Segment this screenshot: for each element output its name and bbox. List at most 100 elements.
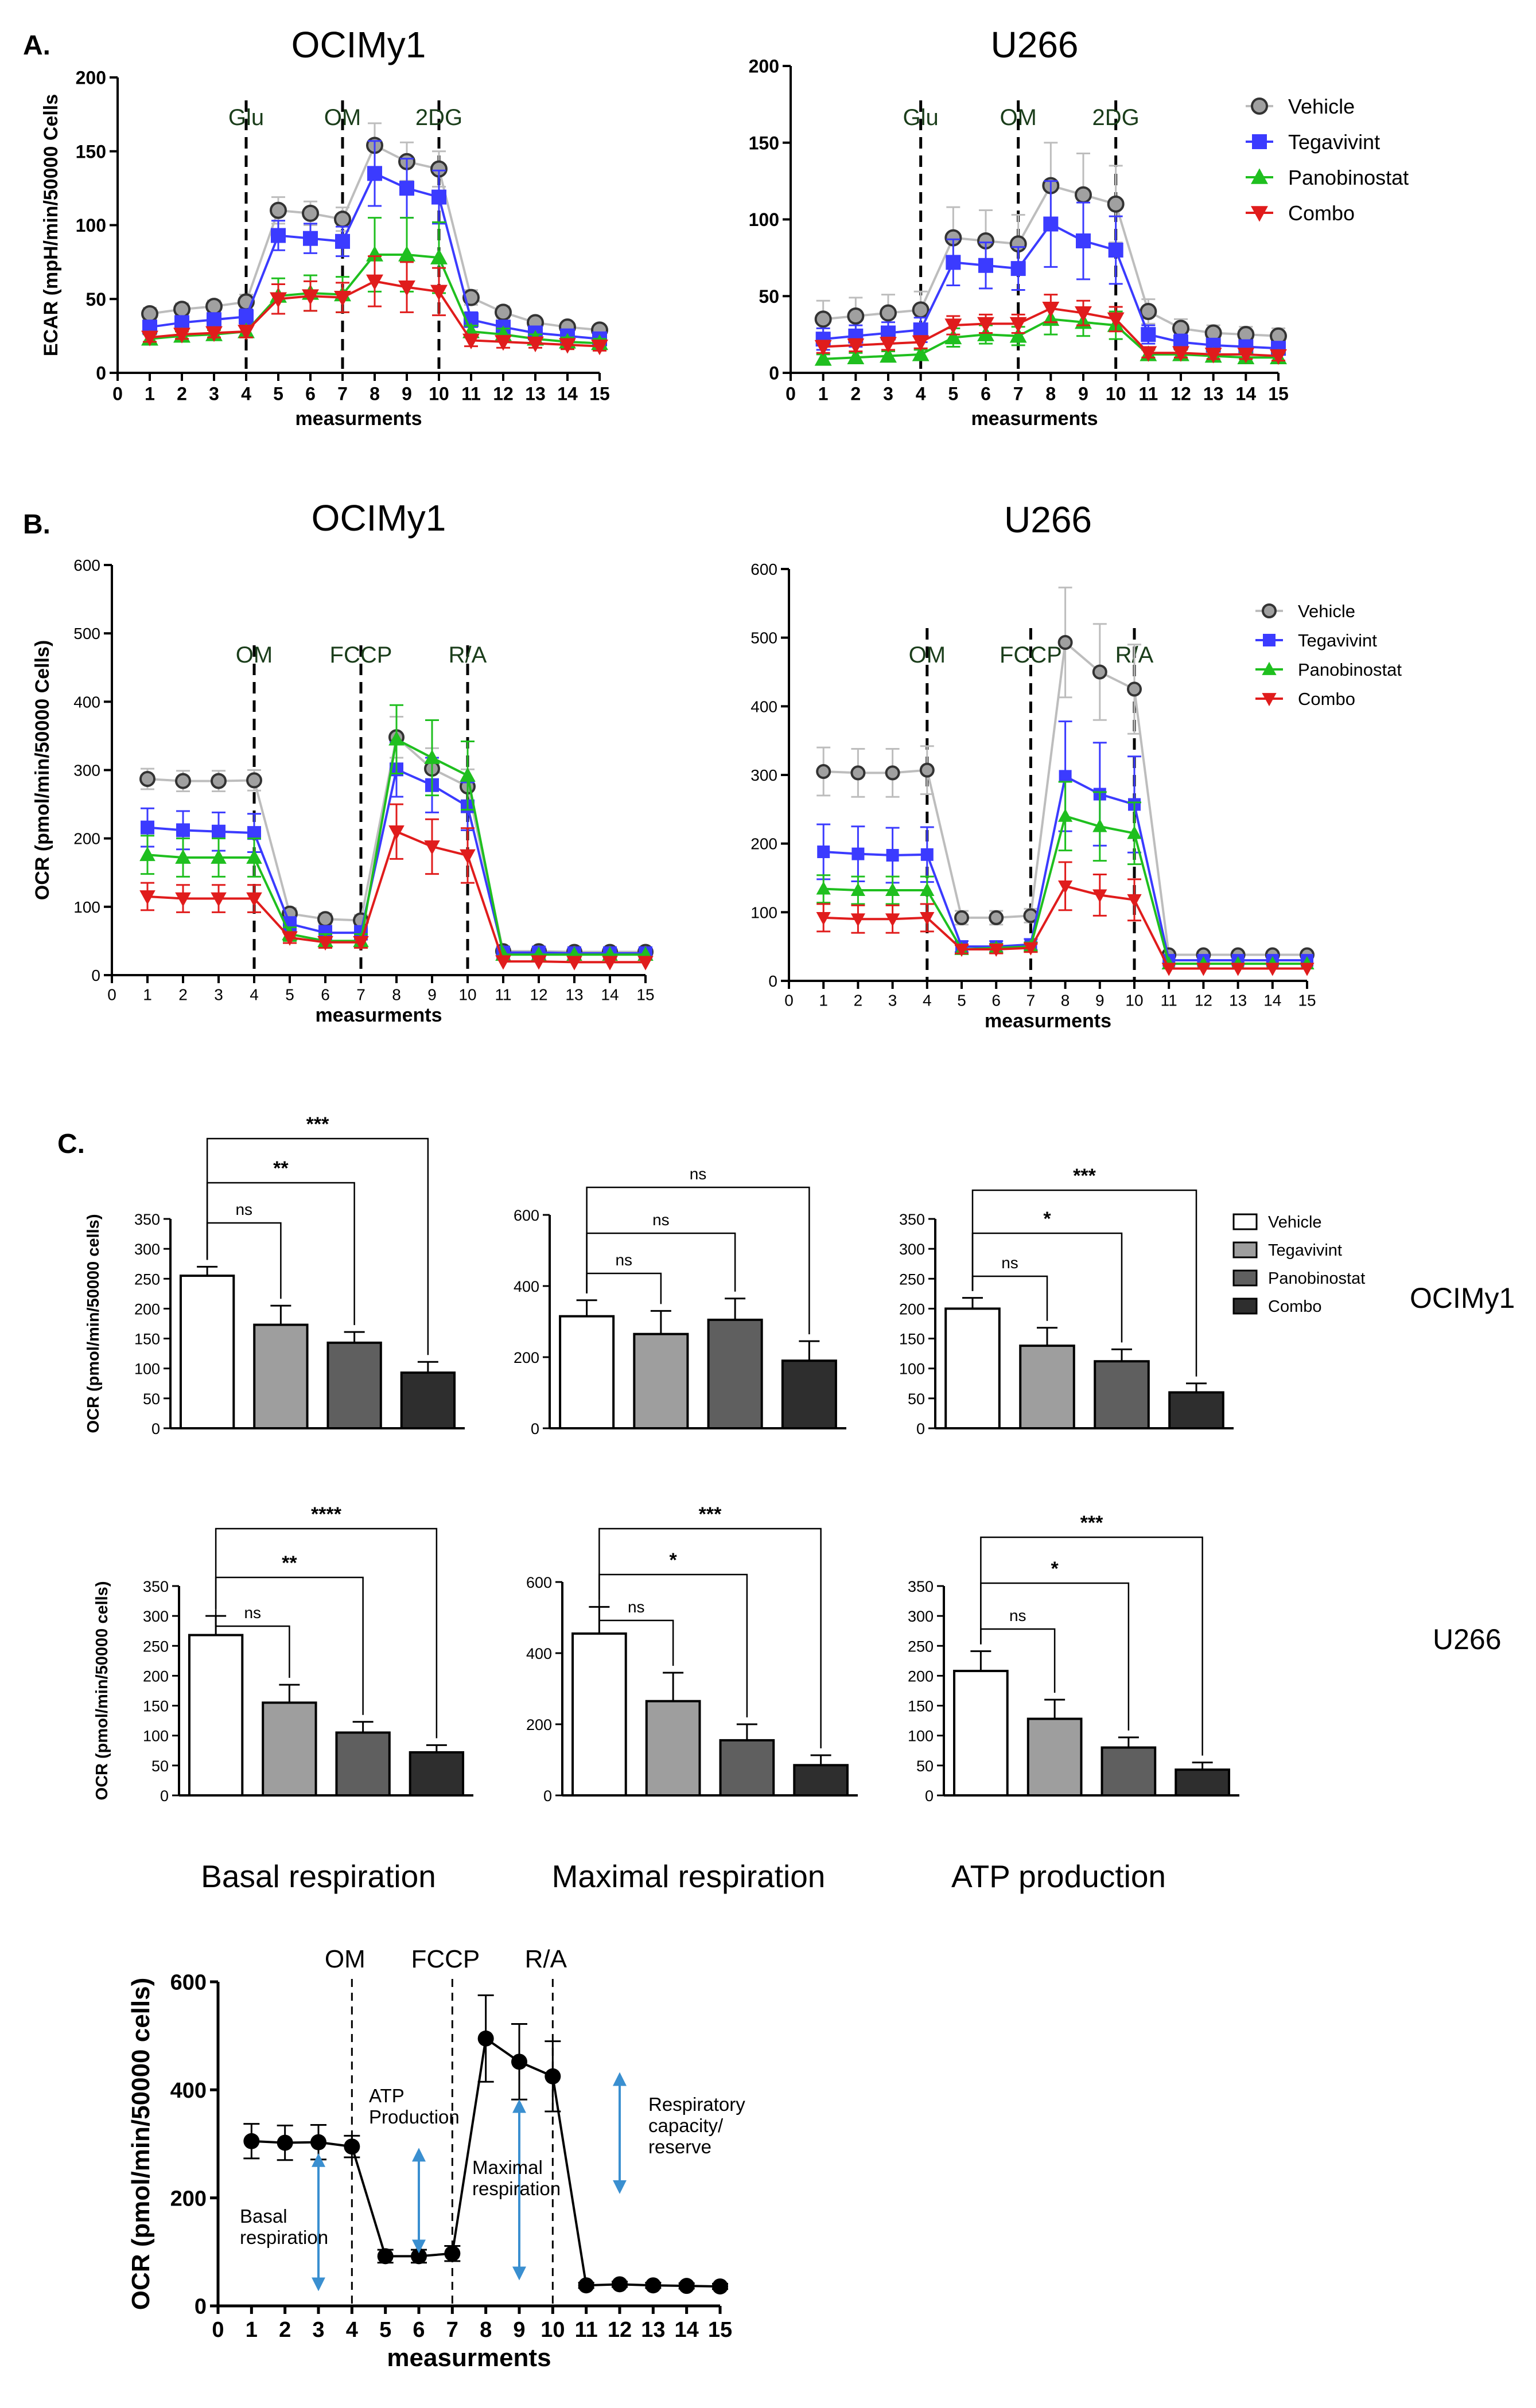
data-point xyxy=(173,301,190,318)
injection-label: FCCP xyxy=(411,1945,480,1973)
x-tick-label: 7 xyxy=(1013,384,1024,404)
legend-marker xyxy=(1262,693,1277,707)
significance-label: ns xyxy=(235,1201,252,1218)
series-combo xyxy=(139,803,654,971)
x-tick-label: 8 xyxy=(480,2318,492,2342)
data-point xyxy=(317,936,333,951)
significance-label: ns xyxy=(615,1251,632,1269)
x-tick-label: 1 xyxy=(819,991,828,1009)
annotation-line: ATP xyxy=(369,2085,405,2106)
x-tick-label: 5 xyxy=(957,991,966,1009)
y-tick-label: 150 xyxy=(76,141,106,162)
y-tick-label: 0 xyxy=(768,972,777,990)
data-point xyxy=(399,181,414,196)
x-tick-label: 8 xyxy=(1045,384,1056,404)
legend-swatch xyxy=(1232,1269,1258,1287)
legend-label: Combo xyxy=(1268,1297,1322,1316)
data-point xyxy=(885,913,900,927)
bar-tegavivint xyxy=(1026,1717,1083,1797)
data-point xyxy=(207,312,221,328)
x-tick-label: 15 xyxy=(1268,384,1289,404)
x-tick-label: 3 xyxy=(883,384,893,404)
data-point xyxy=(912,335,930,352)
x-tick-label: 4 xyxy=(916,384,926,404)
y-tick-label: 150 xyxy=(908,1698,934,1715)
column-label-maximal: Maximal respiration xyxy=(552,1858,826,1894)
legend-label: Tegavivint xyxy=(1288,130,1380,154)
y-tick-label: 50 xyxy=(151,1758,169,1775)
data-point xyxy=(1057,808,1073,822)
annotation-line: reserve xyxy=(648,2136,711,2157)
data-point xyxy=(367,166,382,181)
data-point xyxy=(912,301,930,319)
y-tick-label: 400 xyxy=(750,698,777,715)
x-tick-label: 6 xyxy=(991,991,1001,1009)
y-tick-label: 50 xyxy=(908,1390,925,1408)
significance-label: ** xyxy=(273,1158,289,1179)
bar-vehicle xyxy=(953,1670,1009,1797)
y-tick-label: 0 xyxy=(151,1420,160,1437)
y-tick-label: 250 xyxy=(908,1638,934,1655)
data-point xyxy=(175,892,191,907)
x-tick-label: 0 xyxy=(212,2318,224,2342)
data-point xyxy=(141,305,158,322)
legend-swatch xyxy=(1232,1241,1258,1258)
bar-vehicle xyxy=(188,1634,244,1797)
y-tick-label: 350 xyxy=(134,1211,160,1228)
y-tick-label: 0 xyxy=(769,363,779,384)
x-tick-label: 0 xyxy=(786,384,796,404)
y-tick-label: 100 xyxy=(899,1361,925,1378)
y-tick-label: 200 xyxy=(134,1300,160,1318)
x-tick-label: 7 xyxy=(446,2318,458,2342)
y-tick-label: 200 xyxy=(899,1300,925,1318)
data-point xyxy=(1092,819,1107,832)
x-tick-label: 13 xyxy=(1229,991,1247,1009)
x-tick-label: 12 xyxy=(1171,384,1191,404)
data-point xyxy=(495,303,512,321)
data-point xyxy=(211,773,227,789)
y-tick-label: 300 xyxy=(908,1608,934,1625)
data-point xyxy=(578,2277,594,2294)
annotation-line: capacity/ xyxy=(648,2115,724,2136)
data-point xyxy=(175,849,191,864)
data-point xyxy=(1107,312,1125,328)
panel-label-a: A. xyxy=(23,30,50,61)
data-point xyxy=(1043,216,1059,232)
y-tick-label: 50 xyxy=(916,1758,934,1775)
data-point xyxy=(913,322,928,338)
data-point xyxy=(1141,327,1156,342)
significance-label: **** xyxy=(311,1503,342,1525)
y-tick-label: 300 xyxy=(750,766,777,784)
data-point xyxy=(920,882,935,896)
legend-label: Vehicle xyxy=(1268,1213,1322,1232)
y-tick-label: 150 xyxy=(143,1698,169,1715)
significance-label: * xyxy=(670,1549,678,1571)
x-tick-label: 14 xyxy=(557,384,578,404)
bar-panobinostat xyxy=(335,1731,391,1797)
bar-combo xyxy=(793,1764,849,1797)
legend-label: Panobinostat xyxy=(1298,660,1402,680)
data-point xyxy=(303,231,318,246)
legend-label: Tegavivint xyxy=(1298,630,1377,650)
chart-c2: 0 200 400 600 ns ns ns xyxy=(514,1165,846,1437)
y-tick-label: 150 xyxy=(134,1331,160,1348)
y-tick-label: 600 xyxy=(170,1971,207,1995)
data-point xyxy=(678,2278,695,2294)
data-point xyxy=(282,931,298,946)
x-tick-label: 12 xyxy=(1195,991,1212,1009)
x-tick-label: 9 xyxy=(402,384,412,404)
series-vehicle xyxy=(816,586,1315,963)
x-tick-label: 15 xyxy=(1298,991,1316,1009)
y-tick-label: 100 xyxy=(134,1361,160,1378)
data-point xyxy=(712,2278,728,2295)
y-axis-label: OCR (pmol/min/50000 Cells) xyxy=(32,640,53,900)
data-point xyxy=(912,345,930,361)
y-axis-label: ECAR (mpH/min/50000 Cells xyxy=(40,94,62,356)
legend-marker xyxy=(1263,634,1276,646)
y-tick-label: 0 xyxy=(531,1420,539,1437)
column-label-basal: Basal respiration xyxy=(201,1858,436,1894)
